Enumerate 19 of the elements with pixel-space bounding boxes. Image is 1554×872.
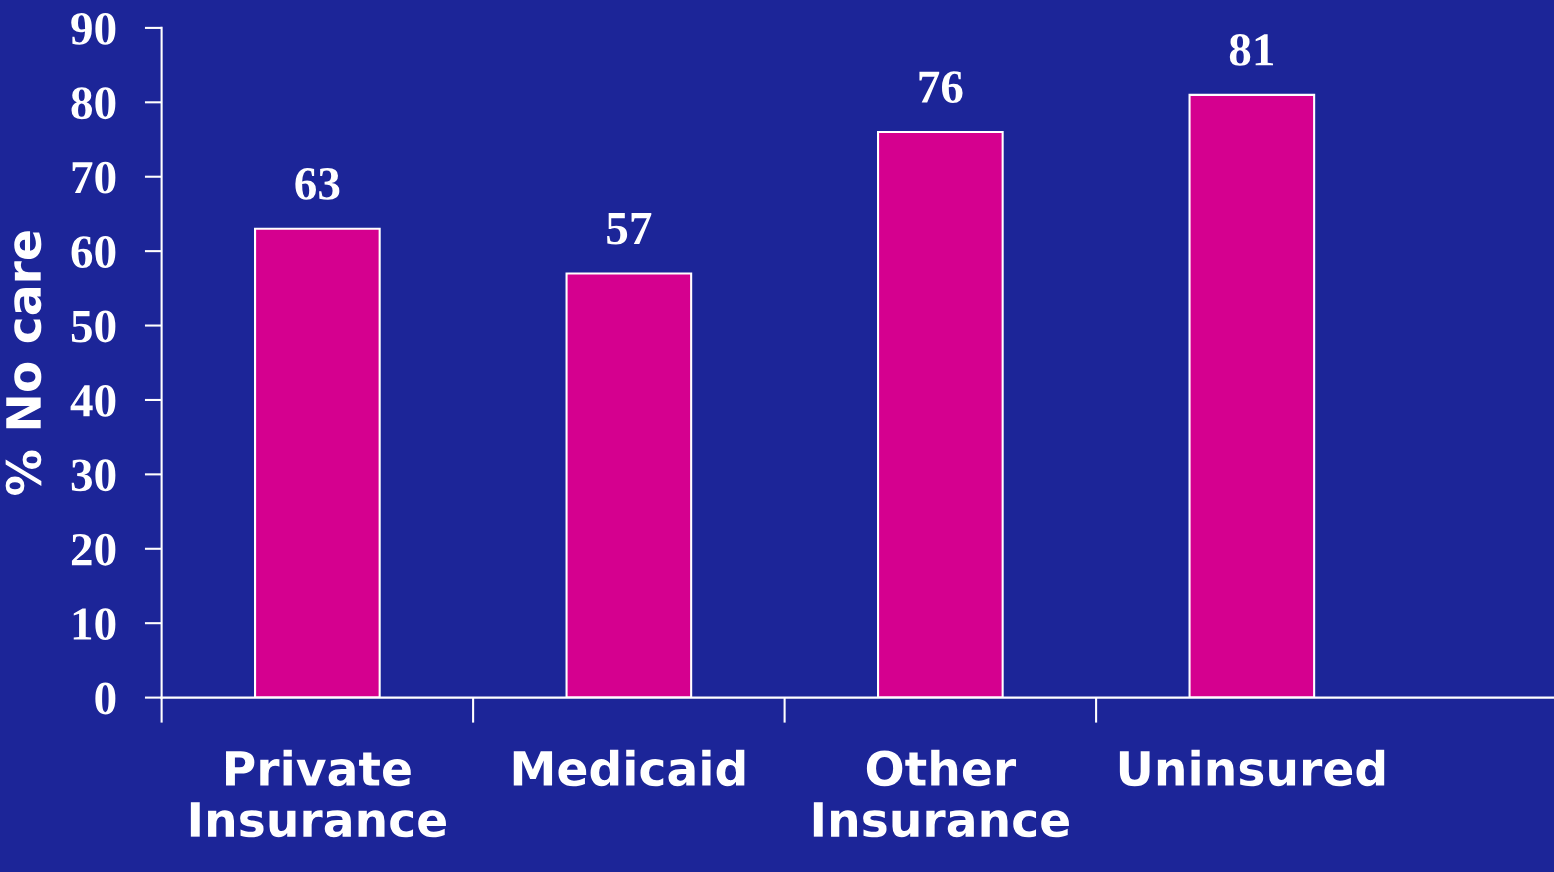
y-tick-label: 60 xyxy=(71,236,116,268)
y-tick-label: 40 xyxy=(70,384,116,417)
y-tick-label: 90 xyxy=(71,12,116,45)
y-tick-label: 30 xyxy=(71,459,116,492)
y-tick-label: 70 xyxy=(72,161,116,194)
y-axis-title: % No care xyxy=(5,231,42,495)
y-tick-label: 10 xyxy=(73,608,116,641)
x-tick-label: Uninsured xyxy=(1119,749,1385,787)
x-tick-label: Private Insurance xyxy=(190,749,446,838)
y-tick-label: 20 xyxy=(71,533,116,566)
y-tick-label: 50 xyxy=(71,310,116,343)
y-tick-label: 0 xyxy=(95,682,116,715)
x-tick-label: Other Insurance xyxy=(813,749,1069,838)
data-label: 63 xyxy=(295,168,340,200)
data-label: 57 xyxy=(607,213,652,245)
x-tick-label: Medicaid xyxy=(513,749,745,787)
data-label: 81 xyxy=(1229,33,1274,66)
y-tick-label: 80 xyxy=(71,87,116,120)
data-label: 76 xyxy=(919,71,963,104)
